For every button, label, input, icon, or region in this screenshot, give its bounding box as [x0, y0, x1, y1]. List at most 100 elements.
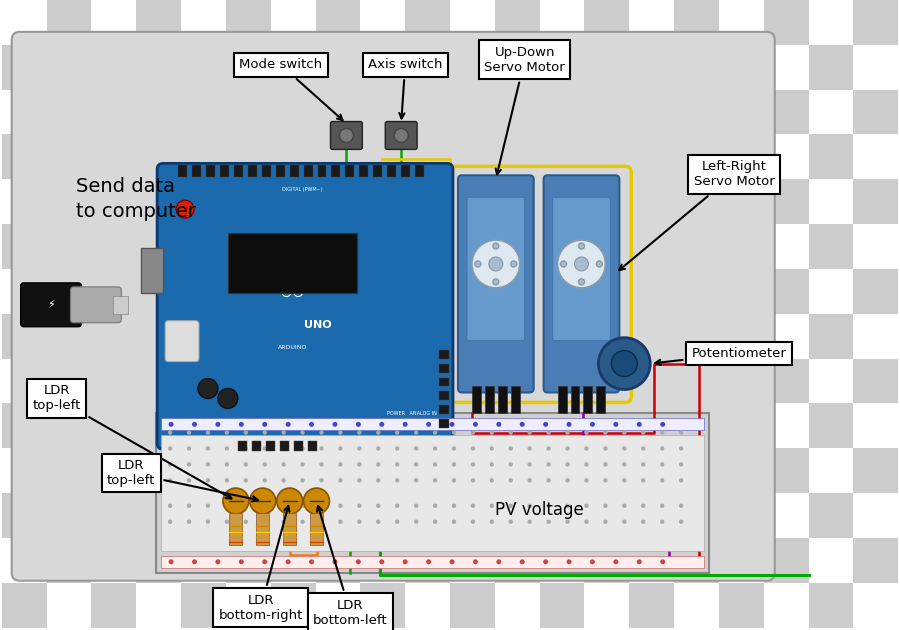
Bar: [271, 269, 316, 314]
Text: Send data
to computer: Send data to computer: [76, 177, 196, 221]
Circle shape: [452, 430, 456, 435]
Bar: [674, 493, 719, 538]
Bar: [674, 224, 719, 269]
Bar: [584, 538, 629, 583]
Bar: [92, 224, 136, 269]
Circle shape: [490, 503, 494, 508]
Bar: [405, 269, 450, 314]
FancyBboxPatch shape: [330, 122, 363, 149]
Bar: [808, 538, 853, 583]
Circle shape: [223, 488, 248, 514]
Bar: [47, 45, 92, 89]
Bar: [764, 45, 808, 89]
Circle shape: [332, 559, 338, 564]
Bar: [275, 165, 284, 177]
Bar: [450, 449, 495, 493]
Circle shape: [641, 462, 645, 467]
Circle shape: [490, 520, 494, 524]
Bar: [2, 180, 47, 224]
Bar: [495, 224, 540, 269]
Bar: [226, 180, 271, 224]
Bar: [181, 314, 226, 358]
Circle shape: [475, 261, 481, 267]
Bar: [629, 358, 674, 403]
Circle shape: [472, 559, 478, 564]
Circle shape: [452, 503, 456, 508]
Bar: [161, 435, 704, 551]
Circle shape: [332, 422, 338, 427]
Circle shape: [661, 559, 665, 564]
Circle shape: [206, 478, 210, 483]
Bar: [92, 45, 136, 89]
Bar: [808, 45, 853, 89]
Bar: [181, 89, 226, 134]
Bar: [584, 269, 629, 314]
Circle shape: [206, 462, 210, 467]
Circle shape: [519, 559, 525, 564]
Bar: [450, 0, 495, 45]
Circle shape: [603, 446, 608, 450]
Bar: [898, 45, 900, 89]
Bar: [226, 583, 271, 627]
Circle shape: [584, 430, 589, 435]
Bar: [450, 583, 495, 627]
Circle shape: [225, 446, 230, 450]
Circle shape: [379, 422, 384, 427]
Bar: [226, 0, 271, 45]
Bar: [540, 403, 584, 449]
Bar: [293, 441, 302, 451]
Circle shape: [357, 446, 362, 450]
Bar: [178, 165, 187, 177]
Circle shape: [565, 520, 570, 524]
Bar: [808, 493, 853, 538]
Bar: [495, 180, 540, 224]
Circle shape: [496, 559, 501, 564]
Bar: [764, 449, 808, 493]
Bar: [597, 386, 606, 413]
Text: Up-Down
Servo Motor: Up-Down Servo Motor: [484, 46, 565, 175]
Bar: [290, 165, 299, 177]
Bar: [898, 224, 900, 269]
Bar: [495, 0, 540, 45]
Bar: [387, 165, 396, 177]
Circle shape: [508, 446, 513, 450]
Bar: [764, 269, 808, 314]
Circle shape: [357, 503, 362, 508]
Bar: [853, 269, 898, 314]
Circle shape: [301, 446, 305, 450]
Bar: [629, 0, 674, 45]
Bar: [898, 134, 900, 180]
Bar: [136, 269, 181, 314]
FancyBboxPatch shape: [12, 32, 775, 581]
Circle shape: [637, 422, 642, 427]
Bar: [629, 45, 674, 89]
Bar: [808, 180, 853, 224]
Circle shape: [244, 520, 248, 524]
Bar: [495, 403, 540, 449]
Bar: [360, 403, 405, 449]
Bar: [495, 449, 540, 493]
Bar: [47, 583, 92, 627]
Bar: [405, 583, 450, 627]
Bar: [629, 403, 674, 449]
Bar: [853, 403, 898, 449]
Circle shape: [301, 478, 305, 483]
Bar: [113, 296, 129, 314]
Bar: [584, 224, 629, 269]
Bar: [271, 45, 316, 89]
Circle shape: [622, 446, 626, 450]
Text: LDR
top-left: LDR top-left: [107, 459, 257, 501]
Bar: [450, 89, 495, 134]
Bar: [136, 180, 181, 224]
FancyBboxPatch shape: [467, 197, 525, 341]
Bar: [674, 45, 719, 89]
Circle shape: [622, 478, 626, 483]
Bar: [2, 493, 47, 538]
Bar: [719, 583, 764, 627]
Circle shape: [471, 520, 475, 524]
Bar: [316, 358, 360, 403]
Bar: [439, 406, 449, 415]
Circle shape: [508, 462, 513, 467]
Bar: [262, 165, 271, 177]
Circle shape: [282, 446, 286, 450]
